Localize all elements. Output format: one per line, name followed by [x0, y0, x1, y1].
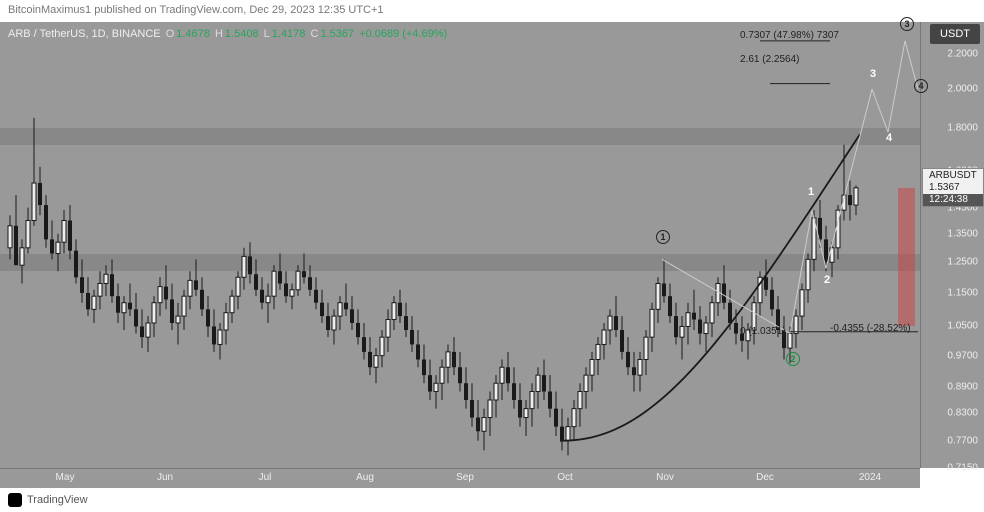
- fib-label-1: 0.7307 (47.98%) 7307: [740, 30, 839, 41]
- usdt-badge[interactable]: USDT: [930, 24, 980, 44]
- fib-label-2: 2.61 (2.2564): [740, 54, 800, 65]
- price-tick: 0.8900: [947, 382, 978, 393]
- time-tick: Jul: [259, 472, 272, 483]
- time-tick: Sep: [456, 472, 474, 483]
- circle-wave-1: 1: [656, 230, 670, 244]
- resistance-zone: [0, 128, 920, 145]
- time-tick: Nov: [656, 472, 674, 483]
- ticker-row: ARB / TetherUS, 1D, BINANCE O1.4678 H1.5…: [8, 28, 449, 40]
- price-tick: 1.0500: [947, 321, 978, 332]
- price-tick: 2.2000: [947, 49, 978, 60]
- price-tick: 0.8300: [947, 408, 978, 419]
- risk-box: [898, 188, 915, 327]
- time-axis[interactable]: May Jun Jul Aug Sep Oct Nov Dec 2024: [0, 468, 920, 488]
- footer: TradingView: [0, 488, 984, 512]
- price-badge-pair: ARBUSDT: [929, 170, 977, 182]
- price-axis[interactable]: USDT ARBUSDT 1.5367 12:24:38 2.2000 2.000…: [920, 22, 984, 468]
- time-tick: Jun: [157, 472, 173, 483]
- wave-4: 4: [886, 132, 892, 144]
- wave-3: 3: [870, 68, 876, 80]
- price-tick: 0.9700: [947, 350, 978, 361]
- pair-label: ARB / TetherUS, 1D, BINANCE: [8, 28, 161, 40]
- time-tick: Dec: [756, 472, 774, 483]
- publish-header: BitcoinMaximus1 published on TradingView…: [0, 0, 984, 22]
- wave-1: 1: [808, 186, 814, 198]
- wave-2: 2: [824, 274, 830, 286]
- circle-wave-3: 3: [900, 17, 914, 31]
- support-zone: [0, 254, 920, 272]
- fib-point-0: 0 (1.0351): [740, 326, 786, 337]
- publisher-text: BitcoinMaximus1 published on TradingView…: [8, 4, 384, 16]
- current-price-badge: ARBUSDT 1.5367 12:24:38: [922, 168, 984, 207]
- price-tick: 1.1500: [947, 287, 978, 298]
- time-tick: 2024: [859, 472, 881, 483]
- time-tick: Oct: [557, 472, 573, 483]
- tradingview-logo-icon: [8, 493, 22, 507]
- time-tick: May: [56, 472, 75, 483]
- chart-overlay: [0, 22, 920, 468]
- price-tick: 0.7150: [947, 463, 978, 474]
- fib-label-3: -0.4355 (-28.52%): [830, 323, 911, 334]
- price-badge-val: 1.5367: [929, 182, 977, 194]
- price-tick: 1.2500: [947, 257, 978, 268]
- chart-area[interactable]: ARB / TetherUS, 1D, BINANCE O1.4678 H1.5…: [0, 22, 920, 468]
- time-tick: Aug: [356, 472, 374, 483]
- price-badge-countdown: 12:24:38: [923, 194, 983, 206]
- circle-wave-4: 4: [914, 79, 928, 93]
- circle-wave-2: 2: [786, 352, 800, 366]
- price-tick: 1.3500: [947, 228, 978, 239]
- brand-text: TradingView: [27, 494, 88, 506]
- price-tick: 1.8000: [947, 122, 978, 133]
- price-tick: 2.0000: [947, 84, 978, 95]
- price-tick: 0.7700: [947, 435, 978, 446]
